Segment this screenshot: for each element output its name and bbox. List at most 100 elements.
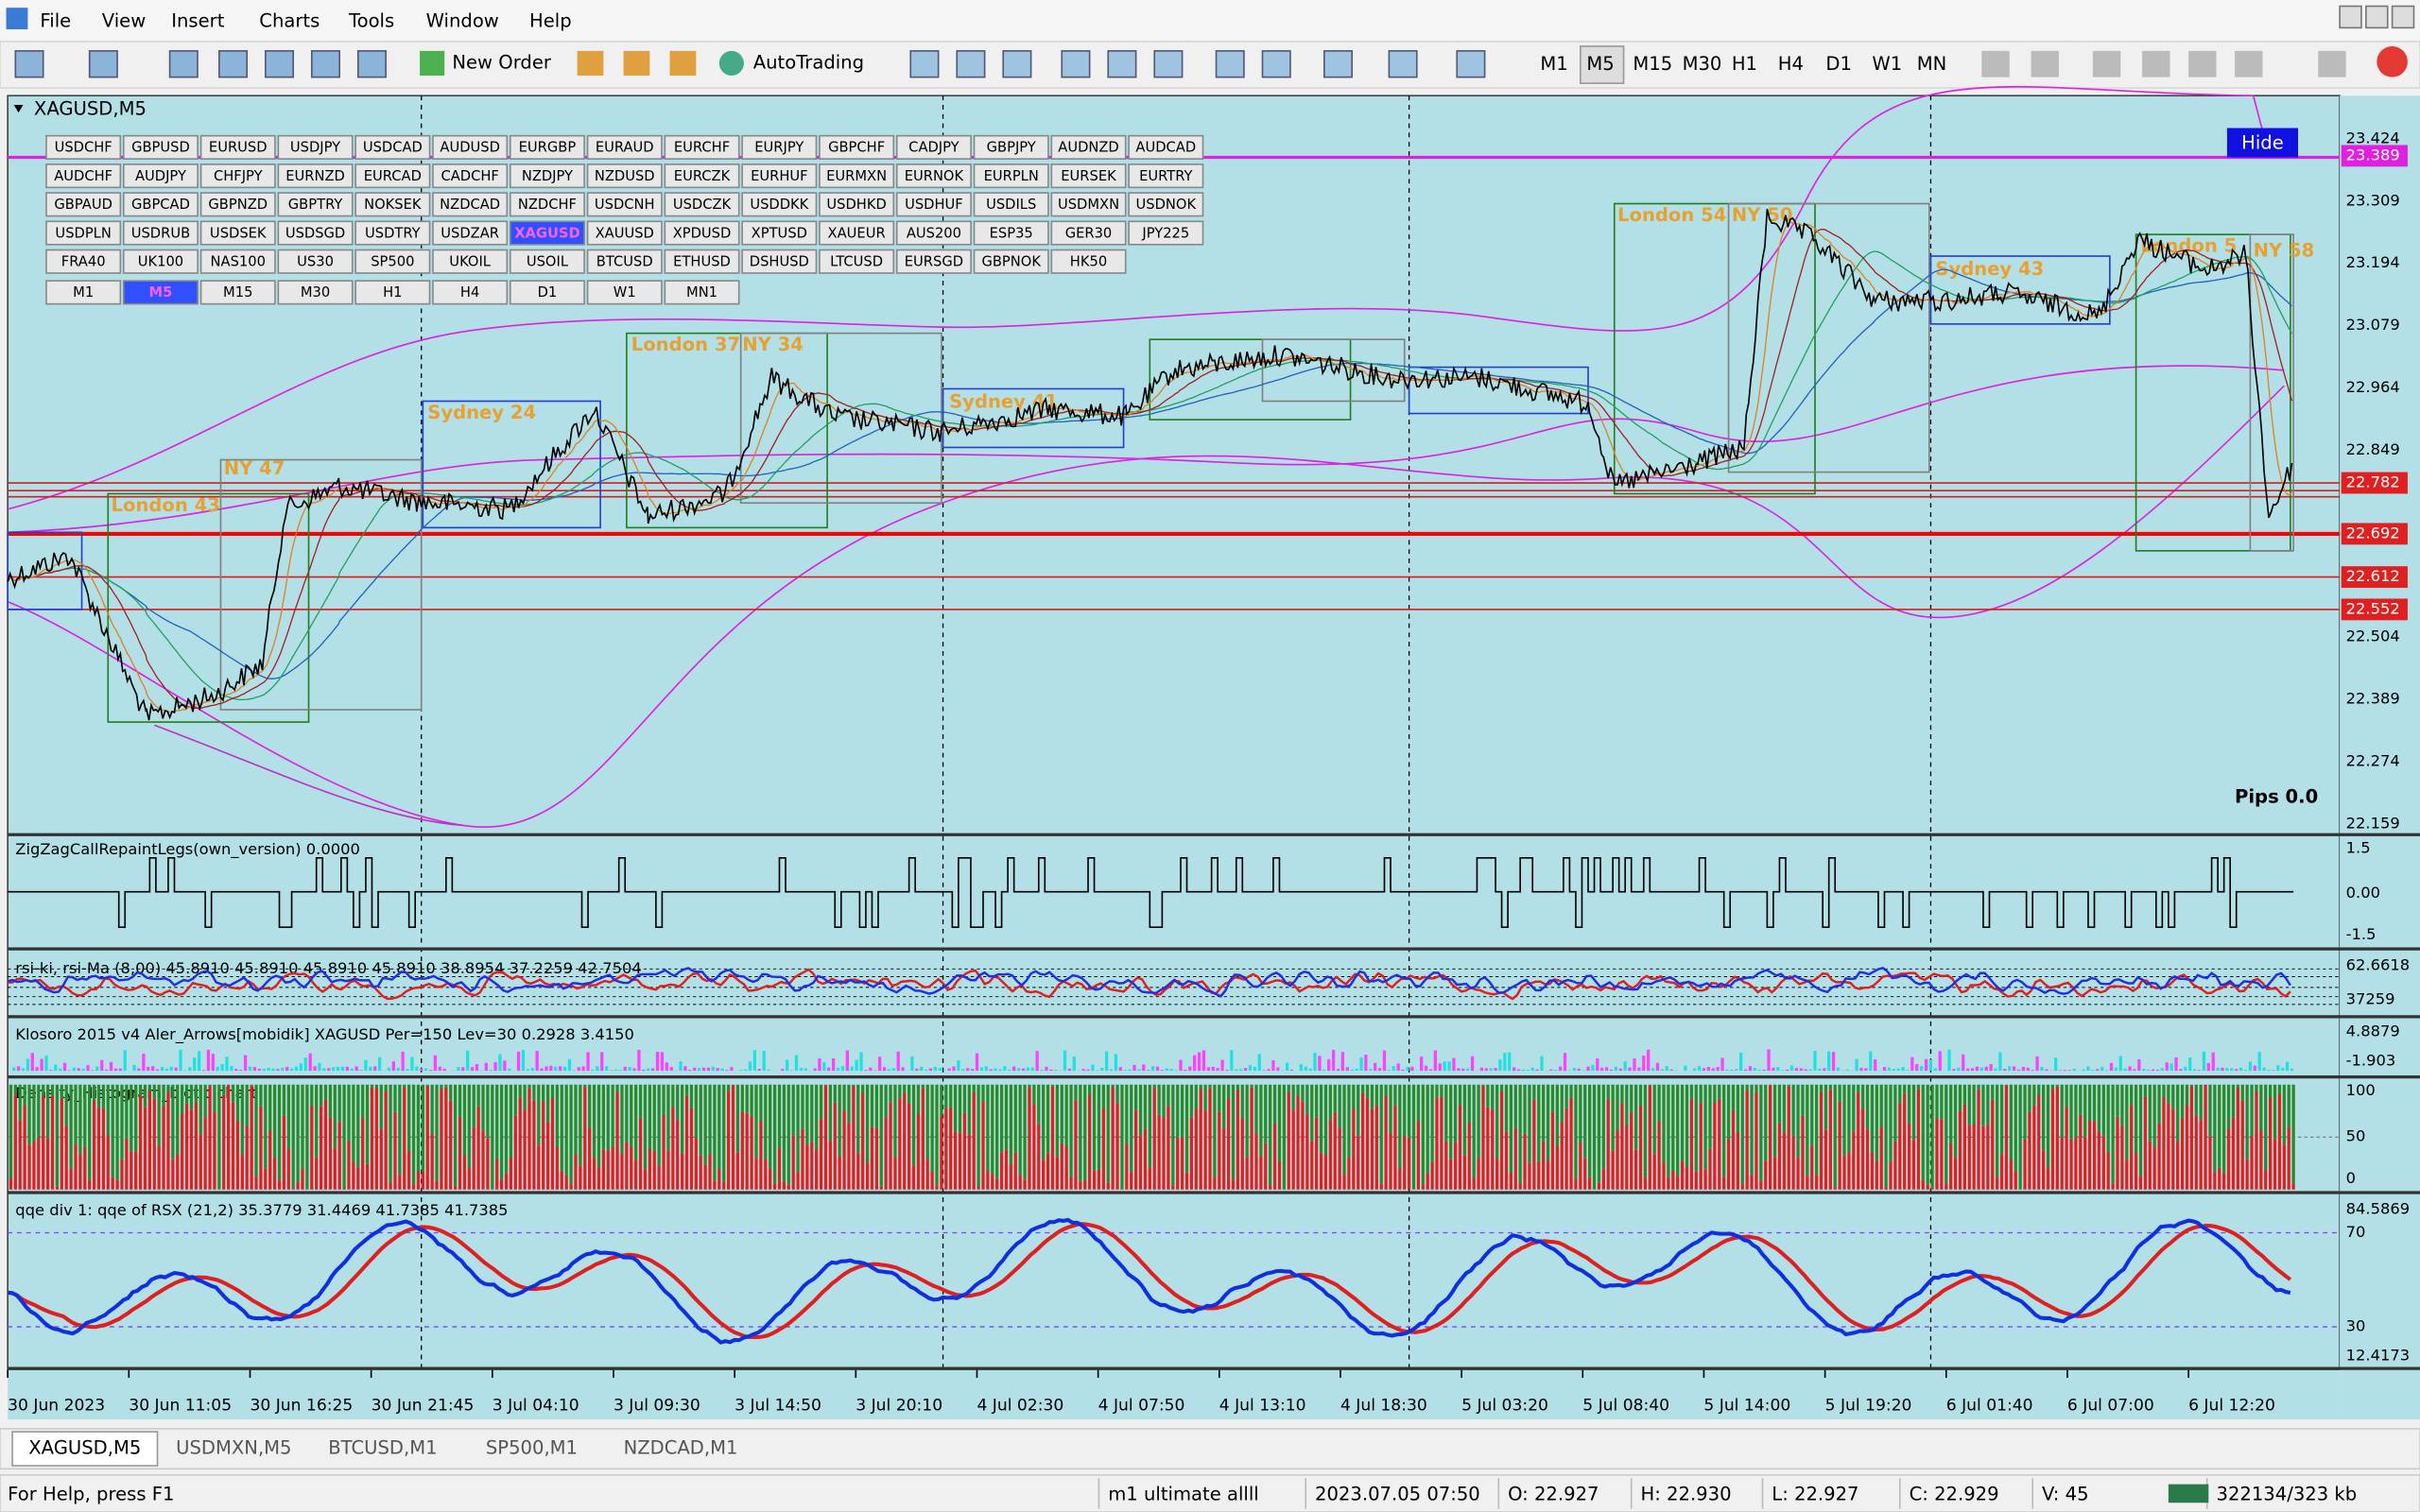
tool-icon[interactable] [420,50,445,76]
menu-item[interactable]: View [102,9,146,31]
symbol-label[interactable]: USDDKK [750,197,808,213]
symbol-label[interactable]: NZDCHF [518,197,577,213]
timeframe-button[interactable] [664,280,740,305]
symbol-button[interactable] [973,163,1049,189]
autotrading-button[interactable]: AutoTrading [753,51,864,73]
symbol-button[interactable] [586,220,663,246]
symbol-label[interactable]: NZDJPY [522,168,573,184]
tool-icon[interactable] [1061,50,1091,78]
symbol-button[interactable] [586,134,663,160]
tab-label[interactable]: BTCUSD,M1 [328,1437,437,1459]
symbol-button[interactable] [741,249,818,274]
symbol-label[interactable]: ESP35 [990,225,1033,241]
symbol-button[interactable] [432,220,509,246]
symbol-label[interactable]: AUDUSD [440,140,499,156]
symbol-button[interactable] [1050,134,1127,160]
symbol-button[interactable] [1128,220,1204,246]
symbol-label[interactable]: EURAUD [596,140,654,156]
symbol-button[interactable] [664,220,740,246]
timeframe-button[interactable] [277,280,354,305]
symbol-label[interactable]: USDZAR [441,225,499,241]
symbol-label[interactable]: USDRUB [131,225,190,241]
timeframe-button[interactable] [45,280,122,305]
symbol-label[interactable]: CADJPY [908,140,959,156]
symbol-button[interactable] [1050,163,1127,189]
symbol-button[interactable] [509,220,585,246]
tool-icon[interactable] [310,50,340,78]
symbol-button[interactable] [432,249,509,274]
symbol-label[interactable]: EURJPY [754,140,804,156]
symbol-button[interactable] [354,134,431,160]
tool-icon[interactable] [1456,50,1486,78]
symbol-label[interactable]: GBPCAD [131,197,190,213]
symbol-label[interactable]: NOKSEK [364,197,422,213]
timeframe-label[interactable]: M5 [149,284,173,301]
symbol-label[interactable]: HK50 [1070,254,1107,270]
symbol-button[interactable] [819,192,895,217]
symbol-button[interactable] [199,220,276,246]
tool-icon[interactable] [1002,50,1032,78]
symbol-label[interactable]: EURSEK [1061,168,1116,184]
symbol-label[interactable]: USDCNH [595,197,655,213]
tool-icon[interactable] [2235,50,2263,77]
symbol-button[interactable] [895,134,972,160]
menu-item[interactable]: Charts [259,9,320,31]
timeframe-label[interactable]: W1 [614,284,636,301]
tab[interactable] [310,1432,456,1467]
symbol-button[interactable] [509,163,585,189]
tool-icon[interactable] [577,50,604,76]
tool-icon[interactable] [1153,50,1184,78]
symbol-label[interactable]: EURMXN [826,168,887,184]
symbol-label[interactable]: JPY225 [1141,225,1189,241]
symbol-button[interactable] [432,192,509,217]
symbol-label[interactable]: XAUUSD [596,225,654,241]
autotrading-icon[interactable] [718,50,744,76]
toolbar-timeframe[interactable]: M15 [1633,53,1672,75]
symbol-button[interactable] [45,163,122,189]
menu-item[interactable]: Tools [348,9,394,31]
symbol-label[interactable]: UKOIL [449,254,491,270]
symbol-button[interactable] [354,163,431,189]
menu-item[interactable]: File [40,9,71,31]
notification-badge[interactable] [2377,45,2408,77]
timeframe-button[interactable] [354,280,431,305]
timeframe-label[interactable]: M1 [73,284,94,301]
tab[interactable] [608,1432,753,1467]
tool-icon[interactable] [1388,50,1418,78]
toolbar-timeframe[interactable]: D1 [1825,53,1852,75]
symbol-label[interactable]: CHFJPY [214,168,263,184]
symbol-button[interactable] [741,163,818,189]
window-control[interactable] [2339,5,2362,29]
symbol-button[interactable] [509,134,585,160]
toolbar-timeframe[interactable]: M1 [1540,53,1567,75]
symbol-button[interactable] [973,249,1049,274]
tool-icon[interactable] [1215,50,1245,78]
symbol-button[interactable] [277,220,354,246]
symbol-label[interactable]: USDPLN [55,225,111,241]
tool-icon[interactable] [168,50,199,78]
symbol-button[interactable] [819,220,895,246]
symbol-label[interactable]: AUDJPY [135,168,186,184]
symbol-label[interactable]: EURGBP [519,140,577,156]
symbol-label[interactable]: DSHUSD [750,254,809,270]
symbol-label[interactable]: USOIL [527,254,569,270]
symbol-button[interactable] [895,192,972,217]
symbol-button[interactable] [45,134,122,160]
symbol-button[interactable] [1128,163,1204,189]
symbol-label[interactable]: USDSEK [210,225,267,241]
symbol-button[interactable] [122,163,199,189]
tool-icon[interactable] [356,50,387,78]
tool-icon[interactable] [1107,50,1137,78]
tab[interactable] [161,1432,307,1467]
tool-icon[interactable] [265,50,295,78]
tool-icon[interactable] [2031,50,2059,77]
symbol-button[interactable] [45,192,122,217]
symbol-label[interactable]: EURTRY [1139,168,1192,184]
symbol-button[interactable] [1128,134,1204,160]
symbol-button[interactable] [895,163,972,189]
symbol-button[interactable] [1050,249,1127,274]
symbol-label[interactable]: XPTUSD [752,225,807,241]
symbol-button[interactable] [741,192,818,217]
toolbar-timeframe[interactable]: H1 [1732,53,1757,75]
symbol-button[interactable] [509,249,585,274]
